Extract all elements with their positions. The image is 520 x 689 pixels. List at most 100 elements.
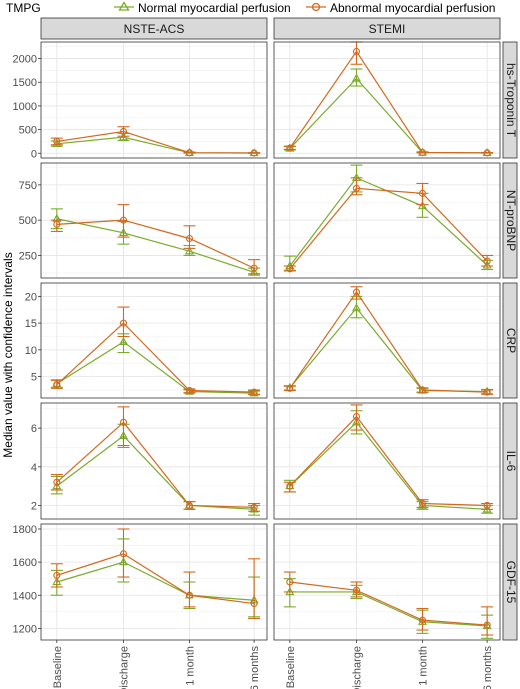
y-tick-label: 5	[31, 372, 37, 384]
strip-hs-troponin-t	[502, 41, 518, 159]
panel-border	[273, 402, 501, 520]
y-tick-label: 2000	[13, 54, 37, 66]
x-tick-label: 6 months	[482, 646, 494, 689]
strip-label-crp: CRP	[504, 328, 518, 353]
y-tick-label: 2	[31, 500, 37, 512]
y-tick-label: 500	[19, 215, 37, 227]
data-point-abnormal	[185, 591, 194, 599]
strip-stemi	[273, 17, 501, 40]
data-point-normal	[249, 504, 259, 513]
data-point-abnormal	[483, 501, 491, 510]
data-point-abnormal	[352, 184, 361, 192]
x-tick-label: 6 months	[249, 646, 261, 689]
strip-label-stemi: STEMI	[369, 22, 406, 36]
y-tick-label: 10	[25, 345, 37, 357]
series-line-abnormal	[289, 291, 488, 393]
data-point-abnormal	[53, 381, 61, 389]
legend-label-normal: Normal myocardial perfusion	[138, 1, 291, 15]
strip-il-6	[502, 402, 518, 520]
data-point-abnormal	[418, 148, 427, 156]
series-line-normal	[56, 435, 255, 510]
data-point-abnormal	[286, 265, 294, 273]
legend-circle-marker	[311, 2, 321, 12]
data-point-abnormal	[185, 149, 194, 157]
x-tick-label: Discharge	[118, 646, 130, 689]
strip-gdf-15	[502, 523, 518, 641]
series-line-abnormal	[289, 581, 488, 626]
data-point-abnormal	[119, 550, 128, 558]
panel-border	[40, 162, 268, 279]
series-line-abnormal	[56, 322, 255, 393]
strip-label-nt-probnp: NT-proBNP	[504, 190, 518, 251]
data-point-abnormal	[185, 386, 194, 395]
legend-item-abnormal: Abnormal myocardial perfusion	[306, 1, 495, 15]
panel-gdf-15-nste-acs: Baseline Discharge 1 month 6 months	[40, 523, 268, 689]
panel-gdf-15-stemi: Baseline Discharge 1 month 6 months	[273, 523, 501, 689]
y-tick-label: 500	[19, 125, 37, 137]
x-tick-label: 1 month	[417, 646, 429, 686]
legend-item-normal: Normal myocardial perfusion	[114, 1, 291, 15]
y-tick-label: 15	[25, 318, 37, 330]
data-point-abnormal	[352, 586, 361, 594]
data-point-abnormal	[352, 412, 361, 421]
data-point-abnormal	[418, 616, 427, 624]
data-point-normal	[351, 303, 362, 312]
series-line-normal	[56, 136, 255, 154]
data-point-normal	[285, 587, 295, 596]
data-point-abnormal	[483, 388, 491, 396]
series-line-abnormal	[56, 219, 255, 269]
y-tick-label: 1800	[13, 524, 37, 536]
panel-crp-nste-acs	[40, 282, 268, 399]
data-point-abnormal	[185, 234, 194, 243]
strip-nste-acs	[40, 17, 268, 40]
strip-label-gdf-15: GDF-15	[504, 561, 518, 604]
data-point-abnormal	[483, 149, 491, 157]
data-point-abnormal	[119, 127, 128, 136]
strip-label-nste-acs: NSTE-ACS	[124, 22, 185, 36]
data-point-abnormal	[418, 189, 427, 197]
panel-crp-stemi	[273, 282, 501, 399]
series-line-abnormal	[289, 187, 488, 270]
y-tick-label: 250	[19, 250, 37, 262]
data-point-abnormal	[483, 621, 491, 629]
x-tick-label: Discharge	[351, 646, 363, 689]
series-line-abnormal	[56, 130, 255, 154]
data-point-abnormal	[250, 264, 258, 272]
data-point-abnormal	[53, 571, 61, 579]
panel-border	[273, 162, 501, 279]
x-tick-label: Baseline	[52, 646, 64, 688]
data-point-abnormal	[286, 384, 294, 392]
data-point-normal	[417, 500, 428, 509]
y-tick-label: 6	[31, 423, 37, 435]
series-line-normal	[289, 591, 488, 627]
data-point-normal	[351, 73, 362, 82]
panel-il-6-stemi	[273, 402, 501, 520]
data-point-abnormal	[119, 319, 128, 327]
panel-border	[40, 41, 268, 159]
strip-label-il-6: IL-6	[504, 451, 518, 472]
panel-border	[273, 41, 501, 159]
data-point-abnormal	[53, 220, 61, 228]
series-line-abnormal	[56, 421, 255, 508]
data-point-normal	[118, 336, 129, 345]
y-tick-label: 1000	[13, 101, 37, 113]
strip-label-hs-troponin-t: hs-Troponin T	[504, 63, 518, 138]
series-line-normal	[289, 421, 488, 510]
legend-triangle-marker	[118, 1, 130, 11]
series-line-normal	[56, 561, 255, 601]
data-point-abnormal	[250, 503, 258, 511]
data-point-normal	[52, 138, 62, 147]
y-tick-label: 1500	[13, 77, 37, 89]
y-tick-label: 0	[31, 148, 37, 160]
data-point-abnormal	[119, 216, 128, 224]
panel-border	[40, 402, 268, 520]
data-point-abnormal	[250, 388, 258, 396]
data-point-normal	[482, 504, 492, 513]
legend: TMPG Normal myocardial perfusion Abnorma…	[6, 1, 495, 15]
series-line-abnormal	[289, 50, 488, 154]
data-point-abnormal	[286, 578, 294, 586]
y-tick-label: 20	[25, 291, 37, 303]
legend-title: TMPG	[6, 1, 41, 15]
panel-border	[40, 282, 268, 399]
